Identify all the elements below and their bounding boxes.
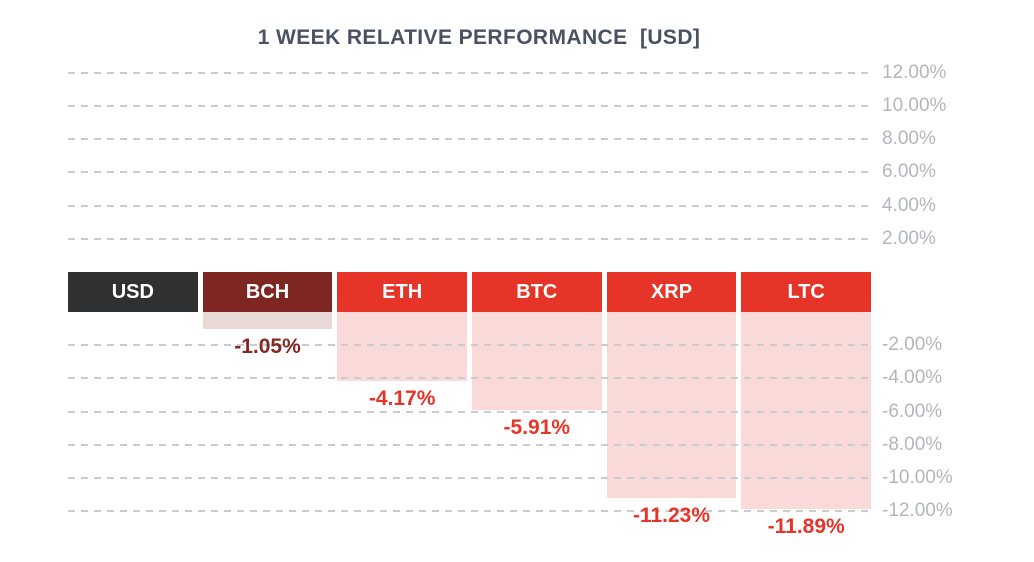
gridline xyxy=(68,510,874,513)
gridline xyxy=(68,477,874,479)
column-header-xrp: XRP xyxy=(606,272,737,312)
gridline xyxy=(68,138,874,141)
value-label-btc: -5.91% xyxy=(503,416,571,440)
y-axis-tick-label: 10.00% xyxy=(882,95,947,116)
y-axis-tick-label: 12.00% xyxy=(882,61,947,83)
column-header-btc: BTC xyxy=(472,272,602,312)
y-axis-tick-label: -6.00% xyxy=(882,400,943,422)
bar-bch xyxy=(202,312,333,330)
value-label-xrp: -11.23% xyxy=(632,504,711,528)
gridline xyxy=(68,204,874,207)
gridline xyxy=(68,71,874,74)
value-label-bch: -1.05% xyxy=(234,335,301,359)
y-axis-tick-label: 8.00% xyxy=(882,128,936,150)
y-axis-tick-label: -8.00% xyxy=(882,433,943,455)
gridline xyxy=(68,105,874,107)
gridline xyxy=(68,171,874,174)
gridline xyxy=(68,377,874,380)
y-axis-tick-label: -4.00% xyxy=(882,367,943,389)
column-header-ltc: LTC xyxy=(741,272,871,312)
gridline xyxy=(68,443,874,446)
gridline xyxy=(68,344,874,347)
bar-btc xyxy=(472,312,602,411)
gridline xyxy=(68,410,874,413)
column-header-eth: ETH xyxy=(337,272,467,312)
value-label-ltc: -11.89% xyxy=(767,515,845,539)
y-axis-tick-label: 2.00% xyxy=(882,227,936,249)
y-axis-tick-label: 4.00% xyxy=(882,194,936,216)
chart-title: 1 WEEK RELATIVE PERFORMANCE [USD] xyxy=(257,26,701,49)
gridline xyxy=(68,237,874,240)
column-header-bch: BCH xyxy=(202,272,333,312)
column-header-usd: USD xyxy=(68,272,198,312)
y-axis-tick-label: 6.00% xyxy=(882,161,936,183)
bar-xrp xyxy=(606,312,737,499)
y-axis-tick-label: -10.00% xyxy=(882,467,953,488)
value-label-eth: -4.17% xyxy=(368,387,436,411)
y-axis-tick-label: -2.00% xyxy=(882,334,943,356)
bar-eth xyxy=(337,312,467,382)
y-axis-tick-label: -12.00% xyxy=(882,500,953,522)
